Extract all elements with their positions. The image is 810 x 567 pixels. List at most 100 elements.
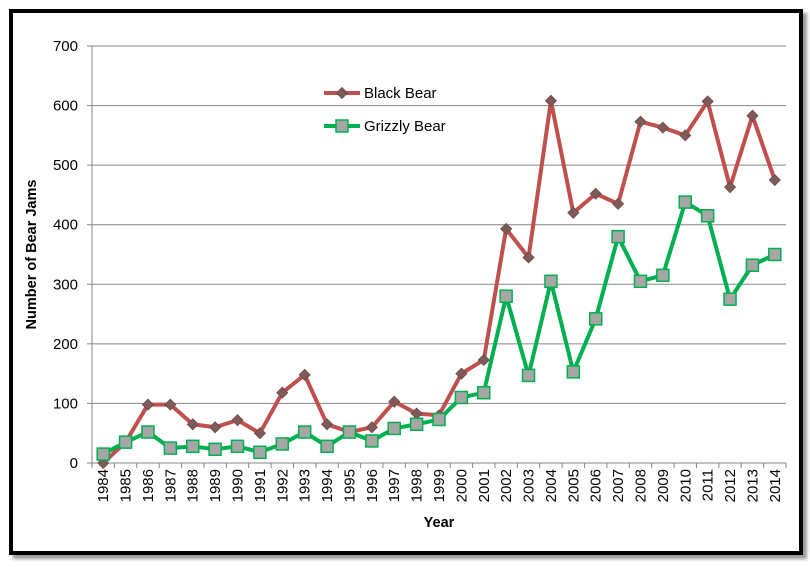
- x-tick-label: 1990: [230, 469, 247, 502]
- legend-marker-black-bear: [335, 86, 349, 100]
- data-point-grizzly-bear: [678, 195, 693, 209]
- data-point-black-bear: [477, 353, 490, 367]
- x-tick-label: 1996: [364, 469, 381, 502]
- data-point-grizzly-bear: [297, 425, 312, 439]
- x-tick-label: 2014: [767, 469, 784, 502]
- x-axis-title: Year: [424, 515, 455, 531]
- y-tick-label: 500: [53, 157, 78, 174]
- chart-frame: [9, 9, 803, 555]
- x-tick-label: 1984: [95, 469, 112, 502]
- data-point-grizzly-bear: [723, 292, 737, 306]
- y-tick-labels: 0 100 200 300 400 500 600 700: [53, 38, 78, 472]
- legend-item-grizzly-bear: Grizzly Bear: [324, 118, 446, 135]
- x-tick-label: 1991: [252, 469, 269, 502]
- data-point-grizzly-bear: [432, 412, 446, 427]
- data-point-grizzly-bear: [745, 258, 760, 272]
- data-point-black-bear: [656, 121, 669, 134]
- data-point-black-bear: [455, 367, 468, 380]
- x-tick-label: 1986: [140, 469, 157, 502]
- data-point-grizzly-bear: [768, 247, 782, 262]
- legend-label-grizzly-bear: Grizzly Bear: [364, 118, 446, 135]
- x-tick-label: 1988: [185, 469, 202, 502]
- data-point-grizzly-bear: [477, 385, 491, 400]
- data-point-black-bear: [365, 421, 378, 434]
- x-tick-label: 1987: [162, 469, 179, 502]
- x-tick-label: 1992: [274, 469, 291, 502]
- data-point-grizzly-bear: [163, 441, 178, 455]
- series-line-black-bear: [101, 98, 777, 465]
- y-tick-label: 700: [53, 38, 78, 55]
- data-point-grizzly-bear: [141, 425, 155, 439]
- legend: Black Bear Grizzly Bear: [324, 85, 446, 135]
- y-tick-label: 0: [70, 455, 78, 472]
- data-point-grizzly-bear: [499, 289, 513, 303]
- x-tick-label: 2002: [498, 469, 515, 502]
- data-point-black-bear: [298, 368, 311, 381]
- x-tick-label: 2008: [632, 469, 649, 502]
- series-grizzly-bear: [96, 195, 782, 461]
- data-point-black-bear: [634, 115, 647, 128]
- data-point-black-bear: [253, 427, 266, 440]
- x-tick-label: 1998: [409, 469, 426, 502]
- data-point-grizzly-bear: [96, 447, 110, 461]
- data-point-grizzly-bear: [253, 445, 267, 460]
- data-point-black-bear: [209, 421, 222, 434]
- y-tick-label: 200: [53, 336, 78, 353]
- data-point-black-bear: [589, 187, 602, 200]
- x-tick-label: 2005: [565, 469, 582, 502]
- data-point-black-bear: [388, 395, 401, 408]
- x-tick-label: 2009: [655, 469, 672, 502]
- data-point-grizzly-bear: [544, 274, 558, 289]
- data-point-grizzly-bear: [611, 229, 625, 244]
- x-tick-label: 1997: [386, 469, 403, 502]
- data-point-grizzly-bear: [700, 209, 715, 223]
- data-point-grizzly-bear: [566, 365, 581, 379]
- data-point-black-bear: [723, 181, 737, 194]
- series-black-bear: [97, 94, 781, 470]
- x-tick-label: 2001: [476, 469, 493, 502]
- data-point-black-bear: [567, 206, 580, 219]
- legend-marker-grizzly-bear: [335, 119, 349, 133]
- data-point-grizzly-bear: [633, 274, 648, 289]
- data-point-grizzly-bear: [387, 421, 401, 436]
- x-tick-label: 1995: [341, 469, 358, 502]
- data-point-grizzly-bear: [275, 437, 290, 451]
- x-tick-label: 2012: [722, 469, 739, 502]
- x-tick-label: 1999: [431, 469, 448, 502]
- data-point-black-bear: [612, 197, 625, 210]
- y-tick-label: 300: [53, 276, 78, 293]
- data-point-grizzly-bear: [320, 439, 334, 454]
- legend-label-black-bear: Black Bear: [364, 85, 437, 102]
- x-tick-label: 1989: [207, 469, 224, 502]
- x-tick-label: 2000: [453, 469, 470, 502]
- data-point-black-bear: [164, 398, 177, 411]
- data-point-grizzly-bear: [656, 268, 670, 283]
- x-tick-label: 2003: [521, 469, 538, 502]
- data-point-black-bear: [701, 95, 714, 108]
- data-point-black-bear: [679, 129, 692, 142]
- x-tick-labels: 1984 1985 1986 1987 1988 1989 1990 1991 1992 1993…: [95, 469, 784, 502]
- data-point-black-bear: [544, 94, 558, 107]
- x-tick-label: 2013: [744, 469, 761, 502]
- x-tick-label: 1994: [319, 469, 336, 502]
- x-tick-label: 2007: [610, 469, 627, 502]
- data-point-grizzly-bear: [588, 312, 603, 326]
- y-axis-title: Number of Bear Jams: [24, 180, 40, 330]
- data-point-black-bear: [186, 418, 199, 431]
- y-tick-label: 100: [53, 395, 78, 412]
- data-point-grizzly-bear: [409, 417, 424, 432]
- x-tick-label: 2006: [588, 469, 605, 502]
- data-point-black-bear: [746, 109, 759, 122]
- data-point-grizzly-bear: [521, 368, 536, 383]
- x-tick-label: 2011: [700, 469, 717, 501]
- y-tick-label: 400: [53, 217, 78, 234]
- data-point-black-bear: [768, 173, 781, 187]
- data-point-grizzly-bear: [230, 439, 245, 454]
- data-point-grizzly-bear: [208, 442, 222, 457]
- data-point-grizzly-bear: [185, 439, 200, 454]
- data-point-grizzly-bear: [342, 425, 357, 439]
- data-point-black-bear: [320, 418, 334, 431]
- gridlines: [92, 45, 786, 404]
- data-point-black-bear: [141, 398, 155, 411]
